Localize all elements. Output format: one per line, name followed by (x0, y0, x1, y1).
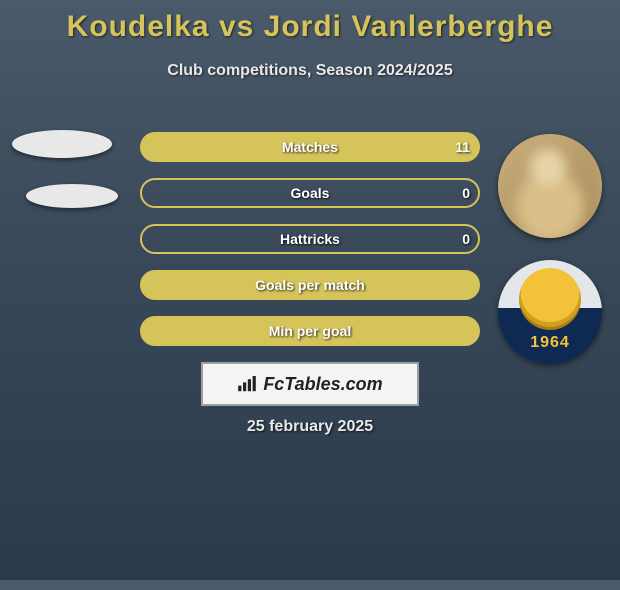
stat-label: Hattricks (140, 231, 480, 247)
bar-chart-icon (237, 376, 257, 392)
stat-label: Goals (140, 185, 480, 201)
club-badge: 1964 (498, 260, 602, 364)
stat-row: Goals per match (140, 270, 480, 300)
stat-row: Goals0 (140, 178, 480, 208)
stat-label: Goals per match (140, 277, 480, 293)
club-founded-year: 1964 (530, 334, 570, 352)
stat-label: Matches (140, 139, 480, 155)
page-title: Koudelka vs Jordi Vanlerberghe (0, 10, 620, 44)
right-player-group: 1964 (498, 134, 602, 364)
player-avatar-placeholder (12, 130, 112, 158)
footer-date: 25 february 2025 (0, 418, 620, 436)
stat-row: Min per goal (140, 316, 480, 346)
stat-value: 0 (462, 185, 470, 201)
stat-value: 0 (462, 231, 470, 247)
comparison-stats: Matches11Goals0Hattricks0Goals per match… (140, 132, 480, 362)
stat-row: Matches11 (140, 132, 480, 162)
player-avatar (498, 134, 602, 238)
club-badge-placeholder (26, 184, 118, 208)
page-subtitle: Club competitions, Season 2024/2025 (0, 62, 620, 80)
brand-text: FcTables.com (263, 374, 382, 395)
brand-box: FcTables.com (201, 362, 419, 406)
stat-label: Min per goal (140, 323, 480, 339)
left-player-placeholder-group (12, 130, 122, 234)
stat-row: Hattricks0 (140, 224, 480, 254)
stat-value: 11 (455, 139, 470, 155)
